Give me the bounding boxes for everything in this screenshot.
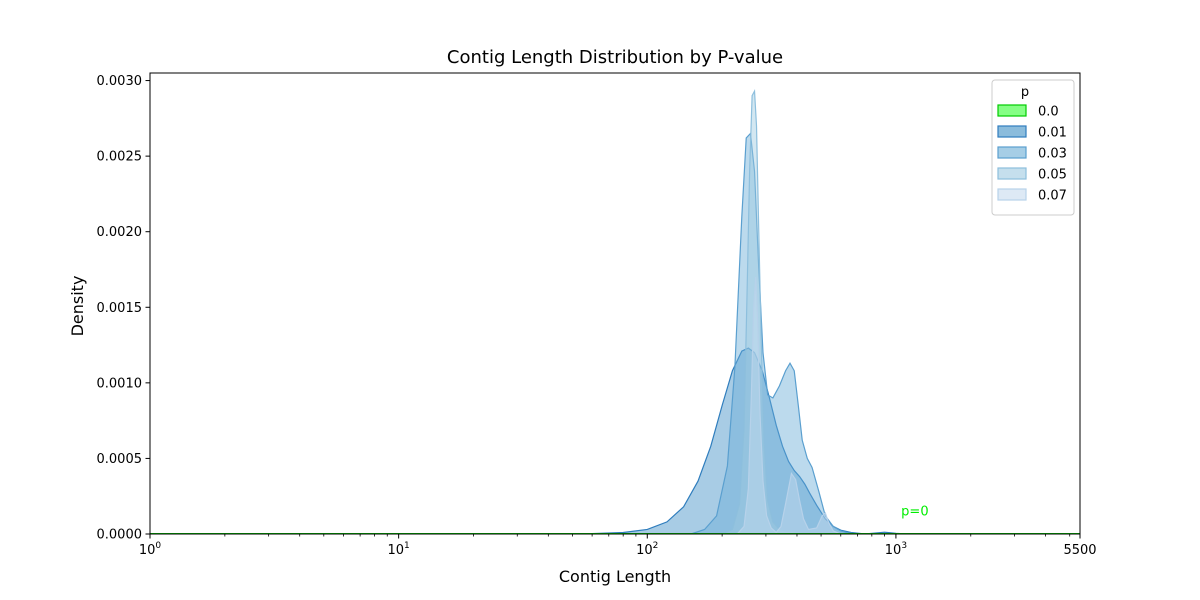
x-axis: 100 101 102 103 5500	[139, 534, 1097, 558]
x-axis-label: Contig Length	[559, 567, 671, 586]
legend-entry: 0.07	[1038, 189, 1067, 204]
legend-swatch	[997, 125, 1027, 138]
y-axis-label: Density	[68, 276, 87, 337]
y-tick-label: 0.0000	[97, 528, 143, 543]
legend-entry: 0.05	[1038, 168, 1067, 183]
legend-swatch	[997, 146, 1027, 159]
legend-entry: 0.03	[1038, 147, 1067, 162]
y-tick-label: 0.0015	[97, 301, 143, 316]
legend: p 0.0 0.01 0.03 0.05 0.07	[991, 79, 1075, 216]
y-tick-label: 0.0030	[97, 74, 143, 89]
y-tick-label: 0.0005	[97, 452, 143, 467]
legend-swatch	[997, 188, 1027, 201]
legend-title: p	[1021, 85, 1029, 100]
y-tick-label: 0.0010	[97, 376, 143, 391]
annotation-p0: p=0	[901, 504, 928, 519]
chart-title: Contig Length Distribution by P-value	[447, 47, 783, 68]
y-tick-label: 0.0020	[97, 225, 143, 240]
legend-swatch	[997, 167, 1027, 180]
y-tick-label: 0.0025	[97, 150, 143, 165]
density-series-0-03	[690, 132, 858, 534]
density-series-0-05	[721, 88, 810, 534]
plot-area	[149, 72, 1081, 535]
y-axis: 0.0000 0.0005 0.0010 0.0015 0.0020 0.0025 0.00…	[97, 74, 150, 543]
x-tick-label: 5500	[1063, 543, 1096, 558]
density-series-0-01	[548, 347, 907, 534]
series-group	[150, 88, 1080, 534]
density-series-0-07	[736, 277, 841, 534]
legend-entry: 0.01	[1038, 126, 1067, 141]
plot-frame	[149, 72, 1081, 535]
legend-swatch	[997, 104, 1027, 117]
legend-entry: 0.0	[1038, 105, 1059, 120]
